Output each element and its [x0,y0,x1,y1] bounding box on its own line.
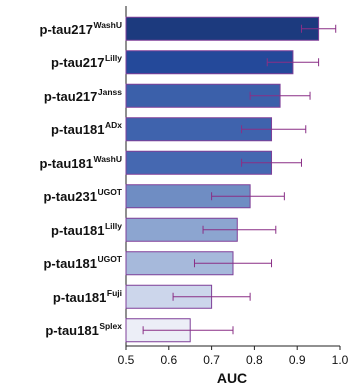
category-label-main: p-tau181 [51,122,105,138]
category-label-superscript: Splex [99,321,122,332]
category-label-main: p-tau217 [51,55,105,71]
category-label: p-tau181Lilly [0,221,122,238]
category-label-main: p-tau231 [43,189,97,205]
category-label: p-tau181ADx [0,120,122,137]
category-label-main: p-tau181 [52,289,107,305]
category-label: p-tau217Lilly [0,53,122,70]
x-tick-label: 1.0 [331,353,349,367]
category-label: p-tau217Janss [0,87,122,104]
x-tick-label: 0.9 [288,353,306,367]
category-label-superscript: Janss [97,86,122,97]
category-label-superscript: Lilly [104,220,122,231]
category-label: p-tau231UGOT [0,187,122,204]
category-label-superscript: Fuji [106,287,122,298]
x-tick-label: 0.8 [246,353,263,367]
category-label-superscript: UGOT [97,254,122,265]
category-label-superscript: ADx [104,120,122,131]
category-label: p-tau217WashU [0,20,122,37]
category-label-superscript: UGOT [97,187,122,198]
category-label-main: p-tau217 [39,21,93,37]
x-tick-label: 0.7 [203,353,220,367]
x-tick-label: 0.5 [117,353,135,367]
category-label: p-tau181UGOT [0,254,122,271]
category-label: p-tau181WashU [0,154,122,171]
category-label-main: p-tau217 [43,88,98,104]
category-label-main: p-tau181 [45,323,99,339]
category-label-main: p-tau181 [51,222,105,238]
x-tick-label: 0.6 [160,353,178,367]
category-label-main: p-tau181 [43,256,97,272]
category-label-superscript: WashU [93,153,123,164]
bar [125,16,320,41]
x-axis-title: AUC [216,370,248,386]
category-label-superscript: Lilly [104,53,122,64]
category-label: p-tau181Splex [0,321,122,338]
category-label-superscript: WashU [93,19,123,30]
category-label-main: p-tau181 [39,155,93,171]
category-label: p-tau181Fuji [0,288,122,305]
